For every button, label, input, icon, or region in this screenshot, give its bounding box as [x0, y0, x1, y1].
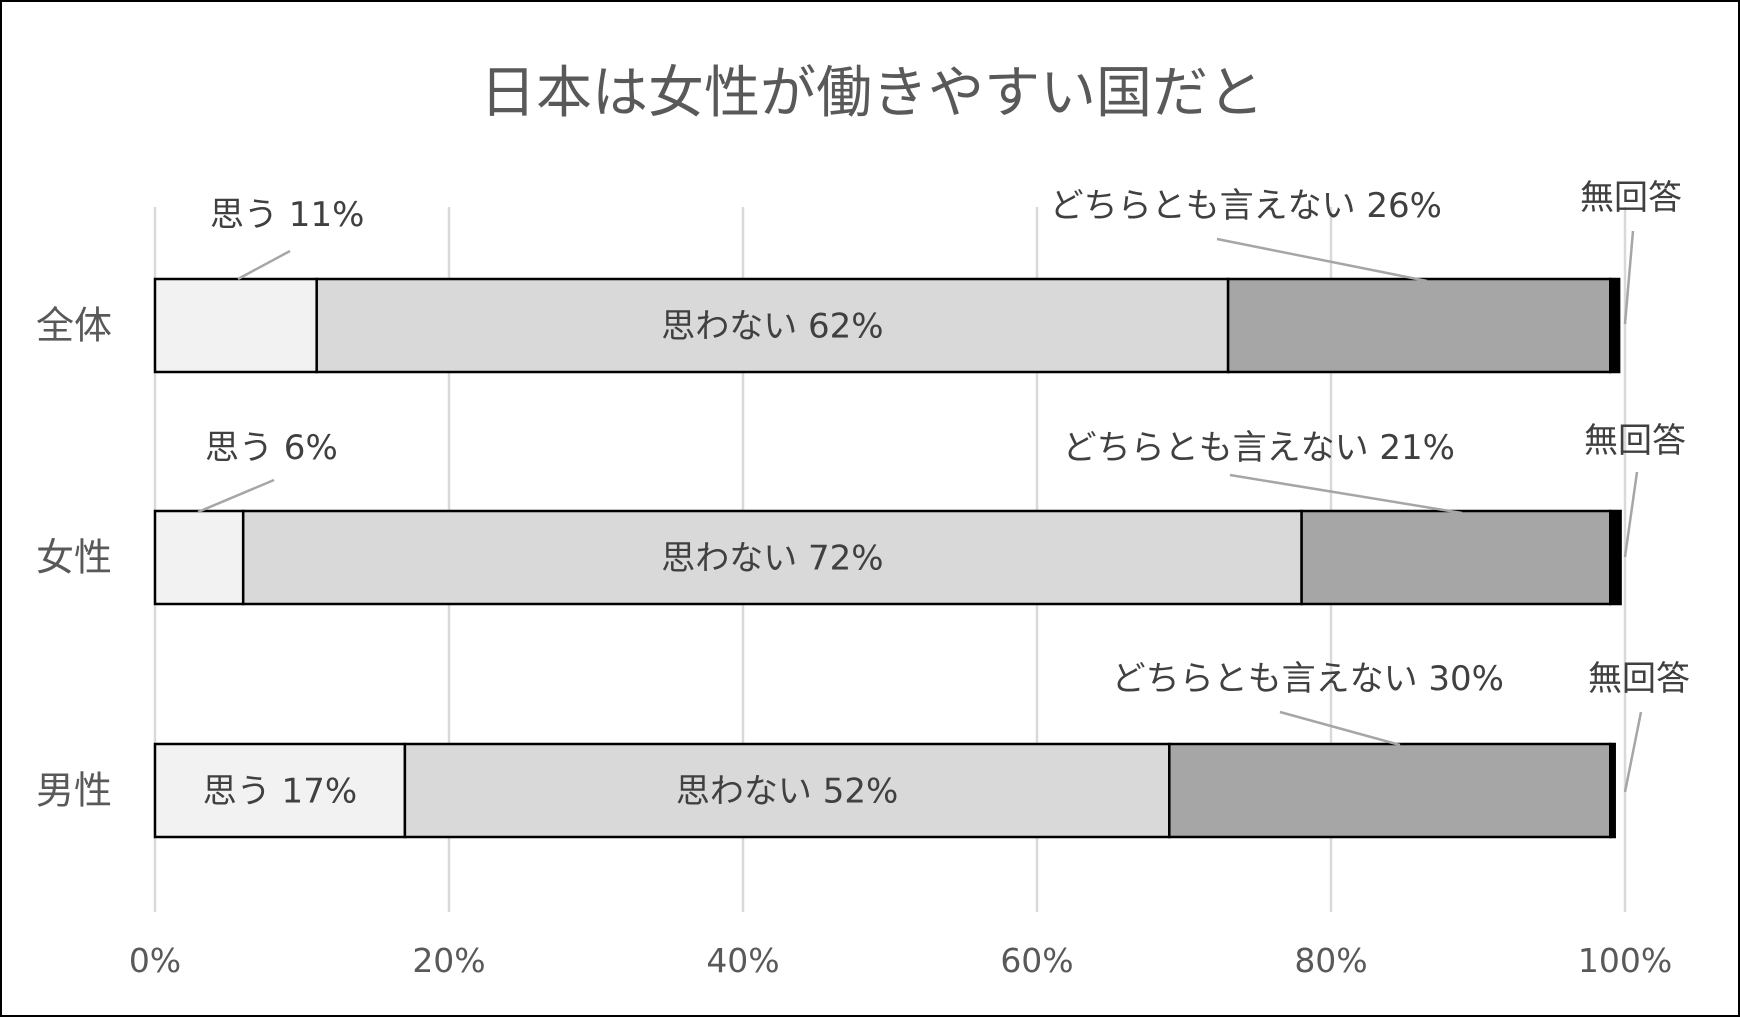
data-label: 思う 17% — [203, 772, 357, 812]
leader-lines — [197, 230, 1643, 793]
chart-title: 日本は女性が働きやすい国だと — [480, 61, 1264, 126]
x-tick-label: 60% — [1000, 941, 1073, 980]
data-label: 思わない 62% — [661, 307, 883, 347]
bar-segment — [1609, 742, 1616, 839]
x-tick-label: 20% — [412, 941, 485, 980]
leader-line — [1623, 230, 1635, 325]
bar-segment — [153, 509, 245, 606]
bar-segment — [153, 277, 318, 374]
bar-segment — [1609, 509, 1622, 606]
x-tick-label: 0% — [129, 941, 181, 980]
leader-line — [1229, 473, 1463, 515]
x-tick-label: 100% — [1578, 941, 1672, 980]
data-label: 無回答 — [1584, 421, 1686, 461]
x-tick-label: 40% — [706, 941, 779, 980]
x-axis-ticks: 0% 20% 40% 60% 80% 100% — [129, 941, 1672, 980]
leader-line — [1216, 237, 1428, 283]
x-tick-label: 80% — [1294, 941, 1367, 980]
data-label: 思う 11% — [210, 195, 364, 235]
bar-segment — [315, 277, 1230, 374]
data-label: どちらとも言えない 21% — [1063, 428, 1455, 468]
data-label: 無回答 — [1580, 178, 1682, 218]
data-label: 思う 6% — [205, 428, 338, 468]
bar-segment — [1168, 742, 1612, 839]
bar-segment — [403, 742, 1171, 839]
category-label: 女性 — [36, 536, 112, 580]
leader-line — [1279, 710, 1401, 747]
bar-segment — [1300, 509, 1612, 606]
bar-segment — [1609, 277, 1621, 374]
category-label: 全体 — [36, 304, 112, 348]
data-label: どちらとも言えない 30% — [1112, 659, 1504, 699]
leader-line — [1623, 711, 1643, 793]
leader-line — [237, 249, 291, 281]
data-label: どちらとも言えない 26% — [1050, 186, 1442, 226]
leader-line — [197, 478, 275, 514]
data-label: 無回答 — [1588, 659, 1690, 699]
bars — [153, 277, 1622, 839]
leader-line — [1623, 471, 1639, 558]
data-label: 思わない 52% — [676, 772, 898, 812]
bar-segment — [1226, 277, 1612, 374]
category-label: 男性 — [36, 769, 112, 813]
data-label: 思わない 72% — [661, 539, 883, 579]
